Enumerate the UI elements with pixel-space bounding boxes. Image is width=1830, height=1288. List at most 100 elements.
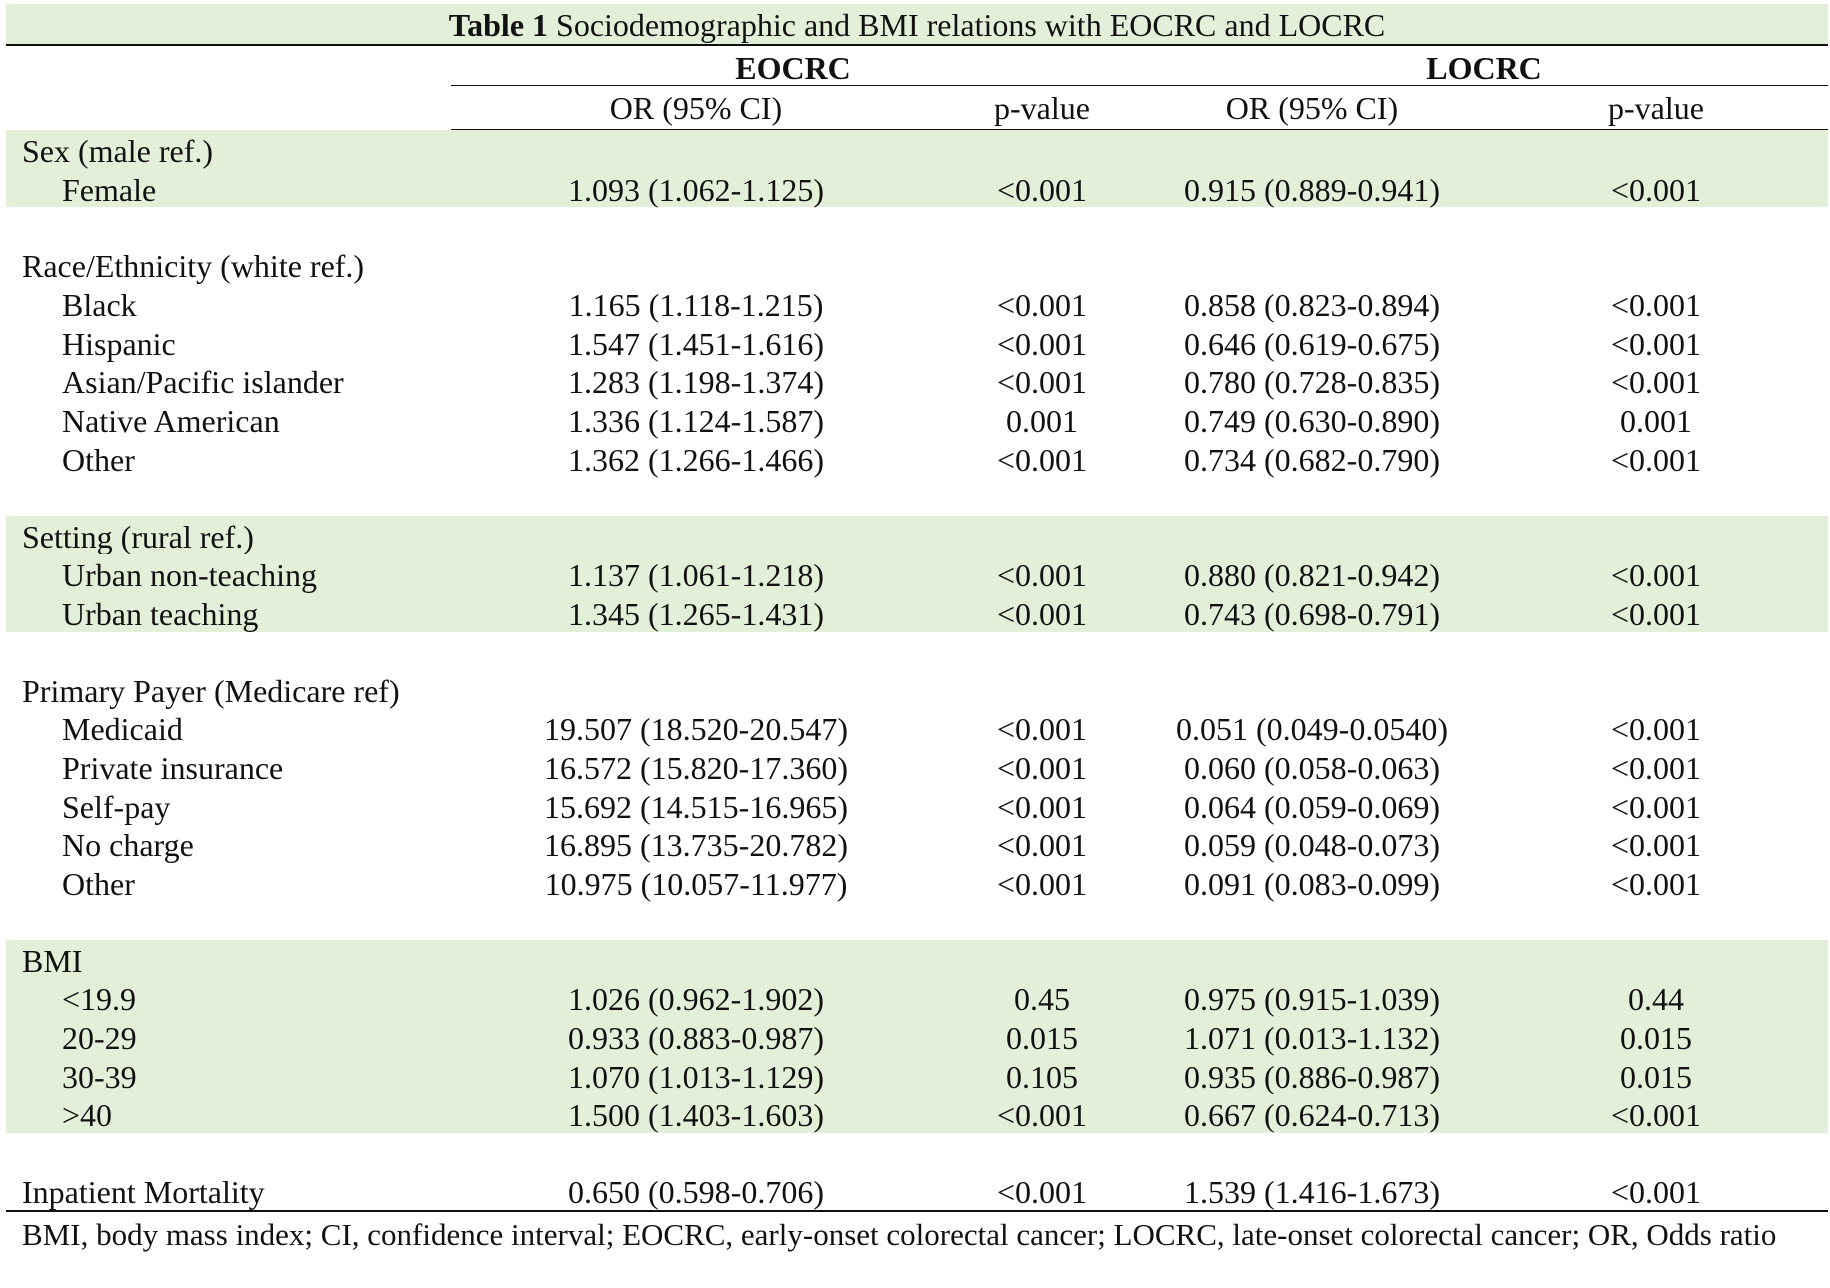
row-label: Medicaid bbox=[62, 711, 183, 748]
mortality-or1: 0.650 (0.598-0.706) bbox=[568, 1174, 824, 1211]
cell-or2: 0.064 (0.059-0.069) bbox=[1184, 788, 1440, 825]
mortality-or2: 1.539 (1.416-1.673) bbox=[1184, 1174, 1440, 1211]
table-row: Other 1.362 (1.266-1.466) <0.001 0.734 (0.6… bbox=[6, 439, 1828, 478]
cell-or1: 1.283 (1.198-1.374) bbox=[568, 364, 824, 401]
cell-or1: 1.093 (1.062-1.125) bbox=[568, 171, 824, 208]
col-header-or-eocrc: OR (95% CI) bbox=[609, 90, 783, 126]
cell-p2: <0.001 bbox=[1610, 1097, 1702, 1134]
cell-p2: <0.001 bbox=[1610, 711, 1702, 748]
cell-or2: 0.091 (0.083-0.099) bbox=[1184, 866, 1440, 902]
column-header-row: OR (95% CI) p-value OR (95% CI) p-value bbox=[6, 86, 1828, 130]
cell-p2: <0.001 bbox=[1610, 827, 1702, 864]
row-label: Urban teaching bbox=[62, 595, 259, 632]
cell-p1: <0.001 bbox=[996, 1097, 1088, 1134]
cell-p1: <0.001 bbox=[996, 749, 1088, 786]
section-gap bbox=[6, 632, 1828, 670]
row-label: 30-39 bbox=[62, 1058, 137, 1095]
cell-p2: <0.001 bbox=[1610, 557, 1702, 594]
cell-or2: 0.975 (0.915-1.039) bbox=[1184, 981, 1440, 1018]
section-heading-label: Setting (rural ref.) bbox=[22, 518, 254, 555]
cell-or1: 10.975 (10.057-11.977) bbox=[544, 866, 848, 902]
section-heading-label: Sex (male ref.) bbox=[22, 133, 214, 169]
cell-p1: <0.001 bbox=[996, 827, 1088, 864]
cell-p2: <0.001 bbox=[1610, 171, 1702, 208]
table-row: Private insurance 16.572 (15.820-17.360) <… bbox=[6, 747, 1828, 786]
cell-p1: <0.001 bbox=[996, 595, 1088, 632]
mortality-p2: <0.001 bbox=[1610, 1174, 1702, 1211]
table-row: Medicaid 19.507 (18.520-20.547) <0.001 0.05… bbox=[6, 708, 1828, 747]
cell-p2: <0.001 bbox=[1610, 441, 1702, 478]
cell-or1: 15.692 (14.515-16.965) bbox=[544, 788, 848, 825]
cell-p1: <0.001 bbox=[996, 557, 1088, 594]
cell-p1: <0.001 bbox=[996, 788, 1088, 825]
cell-or1: 1.500 (1.403-1.603) bbox=[568, 1097, 824, 1134]
cell-p1: <0.001 bbox=[996, 364, 1088, 401]
cell-p2: <0.001 bbox=[1610, 364, 1702, 401]
row-label: Self-pay bbox=[62, 788, 171, 825]
cell-or2: 0.858 (0.823-0.894) bbox=[1184, 287, 1440, 324]
row-label: Native American bbox=[62, 403, 280, 440]
col-header-p-eocrc: p-value bbox=[994, 90, 1090, 126]
group-header-locrc: LOCRC bbox=[1426, 50, 1542, 86]
table-row: No charge 16.895 (13.735-20.782) <0.001 0.0… bbox=[6, 824, 1828, 863]
section-gap bbox=[6, 207, 1828, 245]
cell-or2: 0.734 (0.682-0.790) bbox=[1184, 441, 1440, 478]
row-label: <19.9 bbox=[62, 981, 137, 1018]
cell-p1: <0.001 bbox=[996, 441, 1088, 478]
cell-or1: 1.026 (0.962-1.902) bbox=[568, 981, 824, 1018]
cell-or2: 0.880 (0.821-0.942) bbox=[1184, 557, 1440, 594]
cell-or1: 19.507 (18.520-20.547) bbox=[544, 711, 848, 748]
mortality-row: Inpatient Mortality 0.650 (0.598-0.706) <0… bbox=[6, 1171, 1828, 1210]
section-heading-label: Race/Ethnicity (white ref.) bbox=[22, 248, 365, 285]
table-row: 30-39 1.070 (1.013-1.129) 0.105 0.935 (0.88… bbox=[6, 1055, 1828, 1095]
results-table: Table 1 Sociodemographic and BMI relatio… bbox=[6, 4, 1828, 1254]
row-label: No charge bbox=[62, 827, 194, 864]
cell-or1: 1.362 (1.266-1.466) bbox=[568, 441, 824, 478]
cell-or2: 0.915 (0.889-0.941) bbox=[1184, 171, 1440, 208]
table-row: Asian/Pacific islander 1.283 (1.198-1.374… bbox=[6, 361, 1828, 400]
mortality-label: Inpatient Mortality bbox=[22, 1174, 265, 1211]
cell-or2: 0.060 (0.058-0.063) bbox=[1184, 749, 1440, 786]
row-label: >40 bbox=[62, 1097, 113, 1134]
section-heading: Race/Ethnicity (white ref.) bbox=[6, 245, 1828, 284]
table-footnote: BMI, body mass index; CI, confidence int… bbox=[22, 1216, 1777, 1252]
group-header-rule bbox=[451, 85, 1828, 86]
cell-or1: 16.895 (13.735-20.782) bbox=[544, 827, 848, 864]
cell-or2: 0.749 (0.630-0.890) bbox=[1184, 403, 1440, 440]
row-label: Other bbox=[62, 441, 135, 478]
table-row: Other 10.975 (10.057-11.977) <0.001 0.091 (… bbox=[6, 863, 1828, 902]
cell-p1: <0.001 bbox=[996, 287, 1088, 324]
table-row: Urban teaching 1.345 (1.265-1.431) <0.001 0… bbox=[6, 592, 1828, 632]
cell-or1: 1.070 (1.013-1.129) bbox=[568, 1058, 824, 1095]
cell-p2: <0.001 bbox=[1610, 595, 1702, 632]
section-heading: BMI bbox=[6, 939, 1828, 979]
cell-or1: 0.933 (0.883-0.987) bbox=[568, 1020, 824, 1057]
bottom-rule bbox=[6, 1209, 1828, 1212]
mortality-p1: <0.001 bbox=[996, 1174, 1088, 1211]
table-row: <19.9 1.026 (0.962-1.902) 0.45 0.975 (0.915… bbox=[6, 978, 1828, 1017]
top-rule bbox=[6, 44, 1828, 46]
cell-p2: 0.001 bbox=[1620, 403, 1692, 440]
cell-p2: <0.001 bbox=[1610, 287, 1702, 324]
table-row: Female 1.093 (1.062-1.125) <0.001 0.915 (0.… bbox=[6, 168, 1828, 208]
table-title: Table 1 Sociodemographic and BMI relatio… bbox=[6, 4, 1828, 44]
section-gap bbox=[6, 478, 1828, 516]
row-label: Black bbox=[62, 287, 137, 324]
cell-p2: <0.001 bbox=[1610, 866, 1702, 902]
cell-or2: 0.051 (0.049-0.0540) bbox=[1176, 711, 1448, 748]
row-label: Urban non-teaching bbox=[62, 557, 318, 594]
cell-or2: 0.059 (0.048-0.073) bbox=[1184, 827, 1440, 864]
table-body: Sex (male ref.) Female 1.093 (1.062-1.125)… bbox=[6, 130, 1828, 1210]
group-header-eocrc: EOCRC bbox=[735, 50, 851, 86]
section-heading: Primary Payer (Medicare ref) bbox=[6, 670, 1828, 709]
col-header-or-locrc: OR (95% CI) bbox=[1225, 90, 1399, 126]
cell-p2: 0.015 bbox=[1620, 1058, 1692, 1095]
col-header-p-locrc: p-value bbox=[1608, 90, 1704, 126]
row-label: Private insurance bbox=[62, 749, 284, 786]
section-gap bbox=[6, 902, 1828, 940]
cell-or1: 1.165 (1.118-1.215) bbox=[568, 287, 824, 324]
cell-p1: <0.001 bbox=[996, 866, 1088, 902]
cell-p2: 0.44 bbox=[1628, 981, 1684, 1018]
section-heading-label: BMI bbox=[22, 942, 83, 979]
row-label: 20-29 bbox=[62, 1020, 137, 1057]
